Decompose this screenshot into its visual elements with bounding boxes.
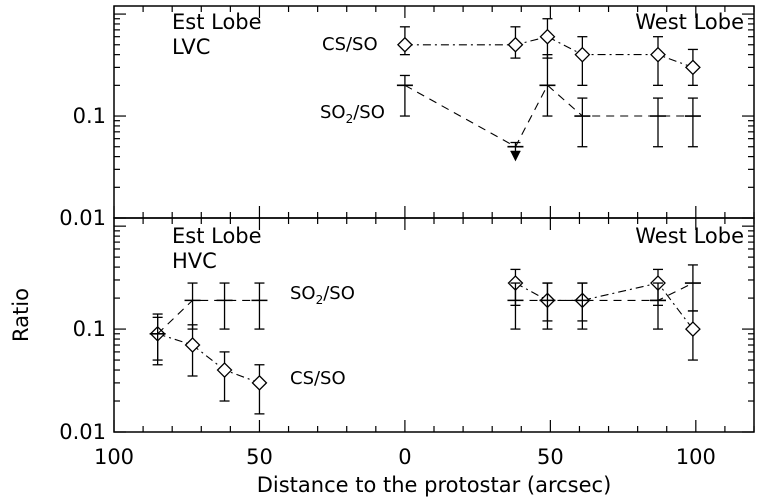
top-label-west-lobe: West Lobe — [635, 10, 744, 34]
y-axis-label: Ratio — [9, 288, 33, 342]
top-cs-so-point — [684, 59, 701, 76]
bottom-cs-so-point — [184, 337, 201, 353]
bottom-label-so2-so: SO2/SO — [290, 283, 355, 307]
x-tick-label: 100 — [94, 445, 134, 469]
x-tick-label: 100 — [676, 445, 716, 469]
top-cs-so-point — [507, 36, 524, 53]
x-tick-label: 50 — [246, 445, 273, 469]
bottom-so2-so-line — [515, 282, 694, 301]
bottom-cs-so-point — [216, 362, 233, 378]
bottom-label-est-lobe: Est Lobe — [172, 224, 262, 248]
bottom-cs-so-line — [515, 282, 694, 330]
top-cs-so-point — [396, 36, 413, 53]
top-label-cs-so: CS/SO — [322, 34, 378, 55]
top-y-tick-label: 0.01 — [59, 206, 106, 230]
x-tick-label: 0 — [398, 445, 411, 469]
bottom-cs-so-line — [157, 333, 260, 384]
bottom-label-hvc: HVC — [172, 249, 217, 273]
bottom-so2-so-line — [157, 299, 260, 335]
top-label-est-lobe: Est Lobe — [172, 10, 262, 34]
top-cs-so-point — [650, 46, 666, 63]
bottom-cs-so-point — [684, 321, 701, 337]
top-so2-so-upper-limit-arrow — [510, 151, 521, 162]
bottom-label-west-lobe: West Lobe — [635, 224, 744, 248]
bottom-cs-so-point — [251, 374, 268, 391]
bottom-label-cs-so: CS/SO — [290, 368, 346, 389]
top-label-lvc: LVC — [172, 35, 210, 59]
bottom-y-tick-label: 0.1 — [73, 317, 106, 341]
x-tick-label: 50 — [537, 445, 564, 469]
x-axis-label: Distance to the protostar (arcsec) — [257, 473, 612, 497]
top-cs-so-point — [539, 28, 556, 45]
bottom-y-tick-label: 0.01 — [59, 420, 106, 444]
top-label-so2-so: SO2/SO — [320, 102, 385, 126]
top-y-tick-label: 0.1 — [73, 104, 106, 128]
top-cs-so-point — [574, 46, 591, 63]
